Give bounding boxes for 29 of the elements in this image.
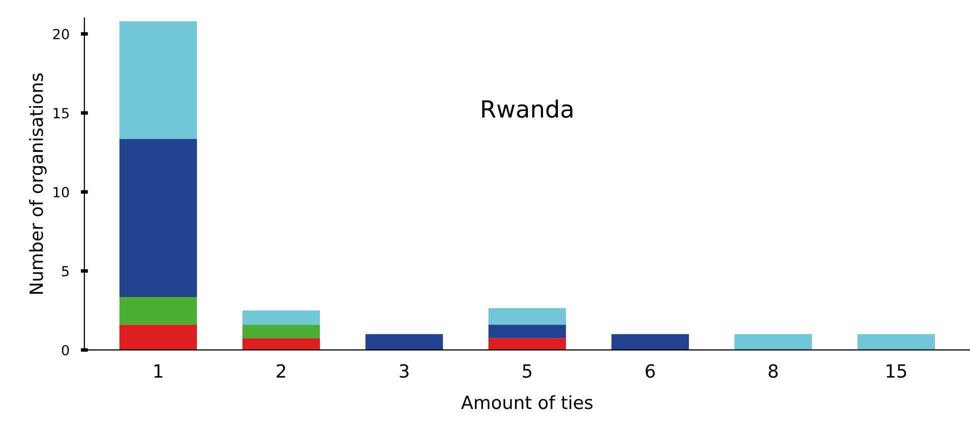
- bar: [488, 308, 566, 325]
- y-tick-label: 0: [62, 344, 69, 356]
- x-tick-label: 3: [400, 364, 408, 378]
- bar: [242, 310, 320, 325]
- y-tick-label: 20: [53, 28, 69, 40]
- x-tick-label: 2: [276, 364, 286, 378]
- y-tick-label: 5: [62, 266, 69, 276]
- x-tick-label: 1: [154, 364, 162, 378]
- x-tick-label: 15: [886, 364, 906, 378]
- bar: [119, 297, 197, 325]
- bar: [734, 334, 812, 350]
- bar: [857, 334, 935, 350]
- y-axis-title: Number of organisations: [29, 73, 47, 294]
- x-axis-title: Amount of ties: [461, 395, 593, 410]
- text: Rwanda: [482, 100, 572, 118]
- x-tick-label: 6: [646, 364, 655, 378]
- bar: [119, 324, 197, 350]
- bar: [242, 324, 320, 338]
- bar: [119, 21, 197, 139]
- bar: [242, 338, 320, 350]
- x-tick-label: 8: [768, 364, 778, 378]
- x-tick-label: 5: [522, 364, 532, 378]
- bar: [488, 338, 566, 350]
- bar: [611, 334, 689, 350]
- bar: [488, 324, 566, 338]
- bar: [119, 138, 197, 298]
- y-tick-label: 15: [54, 108, 69, 118]
- bar: [365, 334, 443, 350]
- y-tick-label: 10: [54, 186, 69, 198]
